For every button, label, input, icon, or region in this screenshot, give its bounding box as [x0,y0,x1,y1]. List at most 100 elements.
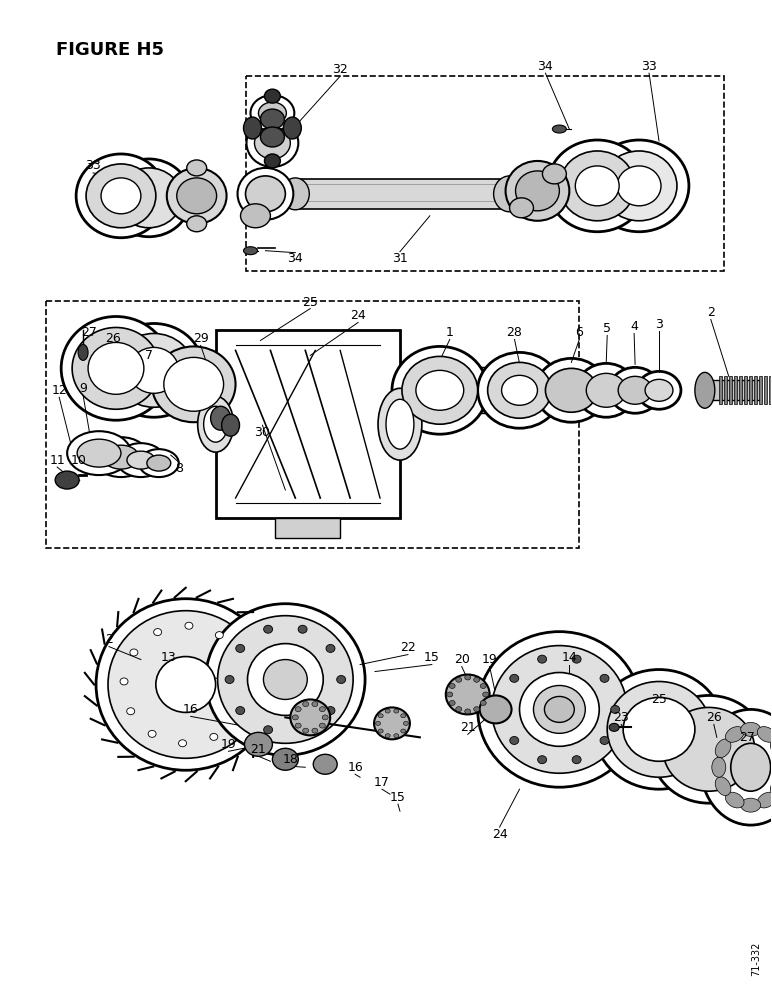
Ellipse shape [493,176,526,212]
Ellipse shape [293,715,298,720]
Ellipse shape [726,727,744,742]
Ellipse shape [536,358,608,422]
Ellipse shape [589,140,689,232]
Text: 34: 34 [537,60,554,73]
FancyBboxPatch shape [215,330,400,518]
Ellipse shape [245,176,286,212]
Ellipse shape [260,109,284,129]
Ellipse shape [465,709,471,714]
Ellipse shape [148,730,156,737]
Ellipse shape [139,449,179,477]
Ellipse shape [156,657,215,712]
Ellipse shape [378,714,383,718]
Ellipse shape [510,736,519,744]
Ellipse shape [130,649,138,656]
Ellipse shape [757,792,772,808]
Ellipse shape [218,616,353,743]
Ellipse shape [322,715,328,720]
Ellipse shape [770,777,772,796]
Text: 33: 33 [642,60,657,73]
Ellipse shape [103,445,139,469]
Ellipse shape [394,734,399,738]
Text: 5: 5 [603,322,611,335]
Ellipse shape [715,739,731,758]
Text: 15: 15 [390,791,406,804]
Text: 33: 33 [85,159,101,172]
Ellipse shape [243,684,252,691]
Ellipse shape [572,756,581,764]
Text: 9: 9 [80,382,87,395]
Ellipse shape [187,160,207,176]
Ellipse shape [726,792,744,808]
FancyBboxPatch shape [724,376,727,404]
Ellipse shape [260,127,284,147]
Ellipse shape [715,777,731,796]
Ellipse shape [386,399,414,449]
Ellipse shape [547,140,647,232]
FancyBboxPatch shape [733,376,737,404]
Ellipse shape [618,376,652,404]
Ellipse shape [265,154,280,168]
Ellipse shape [712,757,726,777]
Ellipse shape [101,178,141,214]
Ellipse shape [127,708,134,715]
Ellipse shape [235,644,245,652]
Ellipse shape [96,599,276,770]
Ellipse shape [61,317,171,420]
Ellipse shape [455,707,462,712]
FancyBboxPatch shape [719,376,723,404]
Ellipse shape [600,736,609,744]
Ellipse shape [740,798,760,812]
Text: 13: 13 [161,651,177,664]
Ellipse shape [55,471,79,489]
Ellipse shape [401,714,406,718]
Text: 18: 18 [283,753,298,766]
Ellipse shape [246,119,298,167]
Ellipse shape [478,632,641,787]
Ellipse shape [586,373,626,407]
FancyBboxPatch shape [769,376,772,404]
Text: 21: 21 [460,721,476,734]
Text: 26: 26 [105,332,121,345]
FancyBboxPatch shape [739,376,742,404]
Text: 30: 30 [255,426,270,439]
Text: 2: 2 [105,633,113,646]
Ellipse shape [211,406,231,430]
Ellipse shape [222,414,239,436]
Text: 4: 4 [630,320,638,333]
Ellipse shape [205,604,365,755]
Ellipse shape [560,151,635,221]
Ellipse shape [235,707,245,715]
Text: 24: 24 [350,309,366,322]
Text: 26: 26 [706,711,722,724]
Ellipse shape [416,370,464,410]
FancyBboxPatch shape [276,518,340,538]
Ellipse shape [757,727,772,742]
Ellipse shape [401,729,406,733]
Ellipse shape [575,166,619,206]
Ellipse shape [510,674,519,682]
Ellipse shape [303,728,309,733]
Ellipse shape [645,379,673,401]
Text: 16: 16 [347,761,363,774]
Text: 29: 29 [193,332,208,345]
Ellipse shape [601,151,677,221]
Text: 32: 32 [332,63,348,76]
Ellipse shape [637,371,681,409]
Text: 15: 15 [424,651,440,664]
Ellipse shape [107,159,191,237]
Ellipse shape [104,323,204,417]
Ellipse shape [502,375,537,405]
Text: 71-332: 71-332 [752,942,762,976]
FancyBboxPatch shape [759,376,762,404]
Ellipse shape [152,346,235,422]
Ellipse shape [506,161,569,221]
Text: 27: 27 [739,731,755,744]
Ellipse shape [520,673,599,746]
Text: 6: 6 [575,326,583,339]
Ellipse shape [295,723,301,728]
Ellipse shape [600,674,609,682]
Text: 31: 31 [392,252,408,265]
Ellipse shape [177,178,217,214]
Ellipse shape [533,685,585,733]
